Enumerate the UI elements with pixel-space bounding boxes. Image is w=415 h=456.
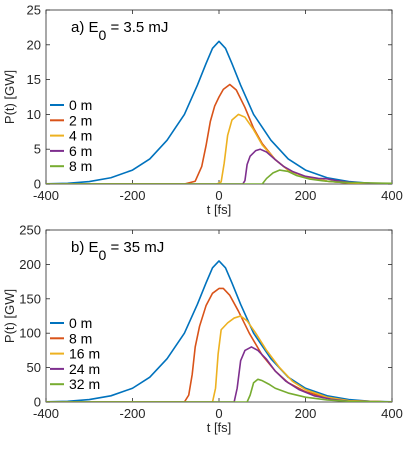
series-line-0m bbox=[46, 40, 392, 184]
series-line-8m bbox=[46, 169, 392, 184]
x-tick-label: 200 bbox=[295, 188, 317, 203]
x-tick-label: -400 bbox=[33, 406, 59, 421]
y-tick-label: 200 bbox=[19, 257, 41, 272]
x-tick-label: 400 bbox=[381, 406, 403, 421]
y-tick-label: 25 bbox=[27, 3, 41, 18]
plot-area bbox=[45, 229, 393, 403]
series-line-4m bbox=[46, 113, 392, 184]
y-tick-label: 5 bbox=[34, 142, 41, 157]
x-tick-label: -400 bbox=[33, 188, 59, 203]
panel-annotation: b) E0 = 35 mJ bbox=[71, 239, 164, 263]
panel-a: -400 -200 0 200 400 0 5 10 15 20 25 t [fs] P(t) [GW]… bbox=[2, 3, 403, 218]
x-tick-label: 400 bbox=[381, 188, 403, 203]
y-axis-label: P(t) [GW] bbox=[2, 70, 17, 124]
series-line-16m bbox=[46, 315, 392, 402]
legend-entry: 0 m bbox=[69, 315, 92, 331]
legend-entry: 32 m bbox=[69, 376, 100, 392]
y-tick-label: 20 bbox=[27, 37, 41, 52]
y-tick-label: 50 bbox=[27, 360, 41, 375]
y-tick-label: 0 bbox=[34, 395, 41, 410]
y-tick-label: 15 bbox=[27, 72, 41, 87]
legend-entry: 6 m bbox=[69, 143, 92, 159]
y-tick-label: 0 bbox=[34, 177, 41, 192]
legend-entry: 8 m bbox=[69, 158, 92, 174]
legend-entry: 2 m bbox=[69, 112, 92, 128]
legend-entry: 0 m bbox=[69, 97, 92, 113]
panel-b: -400 -200 0 200 400 0 50 100 150 200 250 t [fs] P(t)… bbox=[2, 223, 403, 436]
series-line-8m bbox=[46, 287, 392, 402]
series-line-0m bbox=[46, 260, 392, 402]
x-tick-label: -200 bbox=[119, 406, 145, 421]
y-axis-label: P(t) [GW] bbox=[2, 289, 17, 343]
y-tick-label: 150 bbox=[19, 291, 41, 306]
x-axis-label: t [fs] bbox=[207, 420, 232, 435]
y-tick-label: 250 bbox=[19, 223, 41, 238]
x-tick-label: 200 bbox=[295, 406, 317, 421]
y-tick-label: 100 bbox=[19, 326, 41, 341]
panel-annotation: a) E0 = 3.5 mJ bbox=[71, 19, 168, 43]
legend-entry: 4 m bbox=[69, 128, 92, 144]
x-tick-label: -200 bbox=[119, 188, 145, 203]
x-tick-label: 0 bbox=[215, 188, 222, 203]
series-line-32m bbox=[46, 378, 392, 402]
legend-entry: 24 m bbox=[69, 361, 100, 377]
legend-entry: 8 m bbox=[69, 330, 92, 346]
series-line-24m bbox=[46, 346, 392, 402]
x-tick-label: 0 bbox=[215, 406, 222, 421]
legend-entry: 16 m bbox=[69, 346, 100, 362]
series-line-6m bbox=[46, 148, 392, 184]
y-tick-label: 10 bbox=[27, 107, 41, 122]
x-axis-label: t [fs] bbox=[207, 202, 232, 217]
